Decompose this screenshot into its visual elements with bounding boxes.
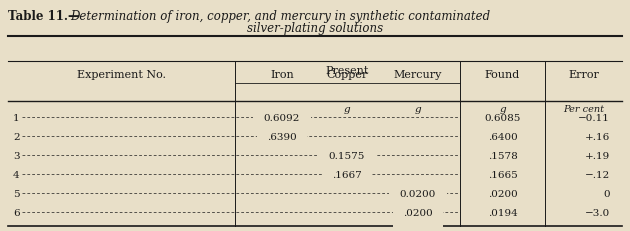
Text: silver-plating solutions: silver-plating solutions [247,22,383,35]
Text: Experiment No.: Experiment No. [77,70,166,80]
Text: −.12: −.12 [585,170,610,179]
Text: g: g [278,105,285,113]
Text: Per cent: Per cent [563,105,604,113]
Text: .0200: .0200 [488,189,517,198]
Text: g: g [499,105,506,113]
Text: 1: 1 [13,113,20,122]
Text: .6390: .6390 [267,132,297,141]
Text: g: g [415,105,421,113]
Text: .1667: .1667 [332,170,362,179]
Text: 0.6092: 0.6092 [264,113,300,122]
Text: −3.0: −3.0 [585,208,610,217]
Text: .6400: .6400 [488,132,517,141]
Text: Table 11.—: Table 11.— [8,10,80,23]
Text: Mercury: Mercury [394,70,442,80]
Text: +.19: +.19 [585,151,610,160]
Text: Iron: Iron [270,70,294,80]
Text: Present: Present [326,66,369,76]
Text: Copper: Copper [326,70,368,80]
Text: .0194: .0194 [488,208,517,217]
Text: 4: 4 [13,170,20,179]
Text: 3: 3 [13,151,20,160]
Text: 5: 5 [13,189,20,198]
Text: −0.11: −0.11 [578,113,610,122]
Text: 0: 0 [604,189,610,198]
Text: 0.1575: 0.1575 [329,151,365,160]
Text: +.16: +.16 [585,132,610,141]
Text: Error: Error [568,70,599,80]
Text: 0.0200: 0.0200 [400,189,436,198]
Text: .1578: .1578 [488,151,517,160]
Text: 0.6085: 0.6085 [484,113,520,122]
Text: g: g [344,105,350,113]
Text: Found: Found [485,70,520,80]
Text: .1665: .1665 [488,170,517,179]
Text: .0200: .0200 [403,208,433,217]
Text: Determination of iron, copper, and mercury in synthetic contaminated: Determination of iron, copper, and mercu… [70,10,490,23]
Text: 2: 2 [13,132,20,141]
Text: 6: 6 [13,208,20,217]
